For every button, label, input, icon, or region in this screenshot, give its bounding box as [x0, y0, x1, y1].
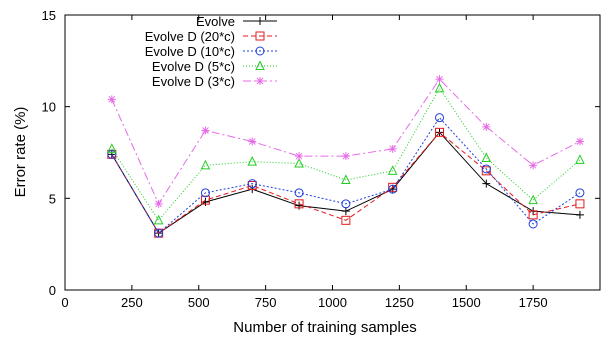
data-point	[435, 127, 444, 137]
data-point	[528, 210, 538, 220]
y-axis-label: Error rate (%)	[12, 107, 29, 198]
legend-marker	[256, 77, 264, 85]
x-tick-label: 1750	[519, 295, 548, 310]
data-point	[341, 174, 351, 184]
data-point	[294, 157, 304, 168]
x-tick-label: 1000	[318, 295, 347, 310]
series-3	[107, 82, 585, 225]
x-tick-label: 0	[61, 295, 68, 310]
data-point	[482, 122, 491, 131]
legend-marker	[255, 31, 265, 41]
series-4	[107, 75, 584, 208]
data-point	[435, 75, 444, 84]
data-point	[153, 214, 164, 225]
data-point	[388, 185, 397, 194]
series-line	[111, 116, 581, 234]
legend-label: Evolve D (3*c)	[152, 74, 235, 89]
data-point	[154, 228, 164, 238]
series-line	[111, 78, 581, 205]
legend-entry: Evolve D (3*c)	[152, 74, 277, 89]
legend-entry: Evolve D (20*c)	[145, 29, 277, 44]
data-point	[341, 215, 351, 225]
data-point	[388, 184, 398, 194]
data-point	[294, 199, 304, 209]
data-point	[575, 154, 585, 164]
data-point	[575, 137, 584, 146]
series-line	[111, 131, 581, 234]
x-axis-label: Number of training samples	[233, 319, 416, 336]
data-point	[201, 126, 210, 135]
data-point	[247, 179, 257, 189]
series-group	[107, 75, 585, 238]
y-tick-label: 15	[42, 8, 56, 23]
data-point	[200, 188, 210, 198]
legend-entry: Evolve D (5*c)	[152, 59, 277, 74]
data-point	[434, 82, 445, 93]
legend-label: Evolve D (5*c)	[152, 59, 235, 74]
data-point	[295, 152, 304, 161]
legend-marker	[255, 46, 265, 56]
data-point	[295, 201, 304, 210]
legend-label: Evolve D (20*c)	[145, 29, 235, 44]
legend-label: Evolve D (10*c)	[145, 44, 235, 59]
data-point	[528, 219, 538, 229]
data-point	[435, 113, 444, 123]
series-1	[107, 127, 585, 238]
data-point	[387, 165, 398, 175]
axes: 0 250 500 750 1000 1250 1500 1750 0 5 10 15	[42, 8, 601, 310]
data-point	[107, 95, 116, 104]
x-tick-label: 500	[188, 295, 210, 310]
legend-label: Evolve	[196, 14, 235, 29]
data-point	[107, 143, 117, 153]
x-tick-label: 1500	[452, 295, 481, 310]
data-point	[247, 156, 258, 166]
y-tick-label: 5	[49, 191, 56, 206]
data-point	[154, 199, 163, 208]
data-point	[481, 152, 492, 162]
data-point	[200, 195, 210, 205]
y-tick-label: 10	[42, 100, 56, 115]
legend-marker	[256, 17, 264, 25]
data-point	[200, 159, 211, 170]
x-tick-label: 1250	[385, 295, 414, 310]
series-2	[107, 113, 585, 238]
data-point	[388, 144, 397, 153]
data-point	[575, 210, 584, 219]
data-point	[248, 137, 257, 146]
x-tick-label: 750	[255, 295, 277, 310]
data-point	[482, 179, 491, 188]
y-tick-label: 0	[49, 283, 56, 298]
data-point	[481, 164, 491, 174]
legend-marker	[255, 60, 265, 70]
legend-entry: Evolve D (10*c)	[145, 44, 277, 59]
legend-entry: Evolve	[196, 14, 277, 29]
data-point	[529, 161, 538, 170]
x-tick-label: 250	[121, 295, 143, 310]
data-point	[341, 207, 350, 216]
data-point	[575, 188, 585, 198]
data-point	[294, 188, 304, 198]
series-line	[111, 131, 580, 234]
data-point	[528, 194, 538, 205]
data-point	[341, 199, 351, 209]
data-point	[107, 150, 116, 159]
data-point	[575, 199, 585, 209]
data-point	[341, 152, 350, 161]
